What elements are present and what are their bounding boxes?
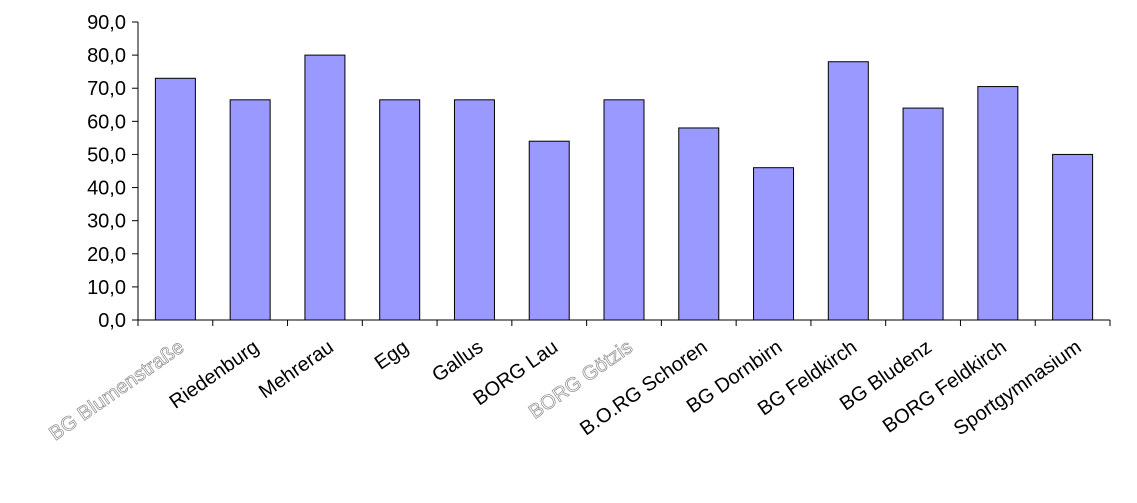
category-label-12: Sportgymnasium	[950, 336, 1086, 440]
category-label-7: B.O.RG Schoren	[576, 336, 712, 440]
y-tick-label: 70,0	[87, 78, 126, 100]
bar-4	[453, 99, 495, 321]
category-label-4: Gallus	[428, 336, 487, 387]
bar-11	[977, 86, 1019, 321]
bar-8	[753, 167, 795, 321]
y-tick-label: 40,0	[87, 178, 126, 200]
category-label-11: BORG Feldkirch	[879, 336, 1011, 438]
y-tick-label: 80,0	[87, 45, 126, 67]
bar-2	[304, 54, 346, 321]
x-axis	[137, 319, 1111, 326]
bar-7	[678, 127, 720, 321]
y-tick-label: 90,0	[87, 12, 126, 34]
y-tick-label: 60,0	[87, 111, 126, 133]
bars	[154, 54, 1094, 321]
y-axis: 0,0 10,0 20,0 30,0 40,0 50,0 60,0 70,0 80,0 90,0	[87, 12, 139, 332]
bar-0	[154, 77, 196, 321]
bar-10	[902, 107, 944, 321]
category-label-2: Mehrerau	[255, 336, 338, 403]
y-tick-label: 30,0	[87, 211, 126, 233]
bar-6	[603, 99, 645, 321]
y-tick-label: 0,0	[98, 310, 126, 332]
bar-3	[379, 99, 421, 321]
category-label-3: Egg	[371, 336, 413, 374]
bar-12	[1052, 153, 1094, 321]
bar-1	[229, 99, 271, 321]
y-tick-label: 20,0	[87, 244, 126, 266]
y-tick-label: 10,0	[87, 277, 126, 299]
y-tick-label: 50,0	[87, 144, 126, 166]
bar-9	[827, 61, 869, 321]
category-label-0: BG Blumenstraße	[45, 336, 188, 445]
bar-5	[528, 140, 570, 321]
